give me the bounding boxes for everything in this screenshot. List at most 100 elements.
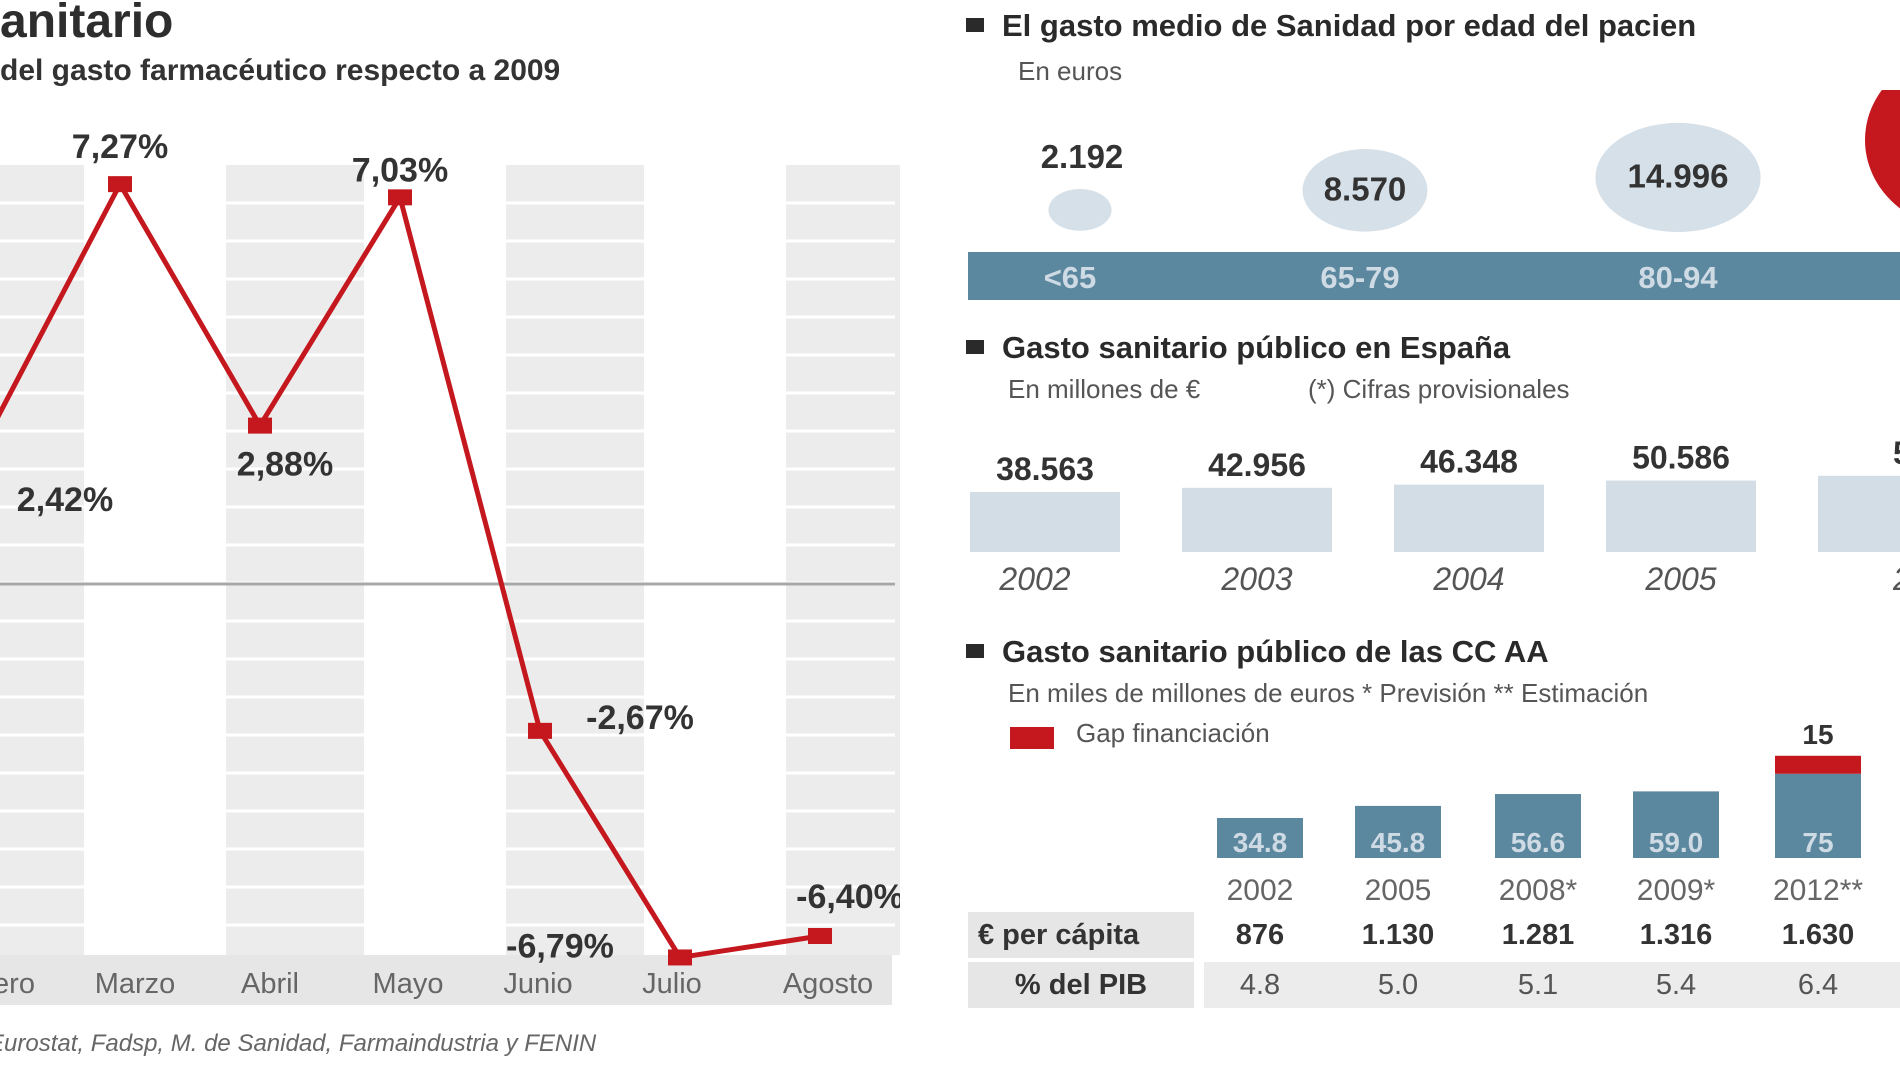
spain-bar bbox=[1394, 484, 1544, 552]
row-label: % del PIB bbox=[968, 962, 1194, 1008]
ccaa-subtitle: En miles de millones de euros * Previsió… bbox=[1008, 678, 1649, 708]
data-point bbox=[528, 722, 552, 739]
category-label: Julio bbox=[642, 968, 702, 1000]
table-cell: 5.4 bbox=[1655, 969, 1697, 1001]
series-line bbox=[0, 181, 821, 960]
bubble-partial bbox=[1865, 90, 1900, 209]
spain-subtitle: En millones de € bbox=[1008, 374, 1201, 404]
category-label: ero bbox=[0, 968, 35, 1000]
section-bullet bbox=[966, 643, 984, 658]
column-band bbox=[226, 165, 364, 955]
ccaa-value-label: 34.8 bbox=[1233, 827, 1288, 858]
age-subtitle: En euros bbox=[1018, 56, 1123, 86]
age-title-text: El gasto medio de Sanidad por edad del p… bbox=[1002, 8, 1697, 43]
category-label: Junio bbox=[503, 968, 572, 1000]
left-subtitle: del gasto farmacéutico respecto a 2009 bbox=[0, 54, 561, 87]
row-band bbox=[1204, 912, 1900, 958]
left-title: anitario bbox=[0, 0, 174, 48]
spain-bar bbox=[1818, 475, 1900, 552]
ccaa-year-label: 2002 bbox=[1227, 874, 1294, 907]
column-band bbox=[786, 165, 900, 955]
bar-value-label: 50.586 bbox=[1632, 440, 1730, 476]
left-source: Eurostat, Fadsp, M. de Sanidad, Farmaind… bbox=[0, 1030, 597, 1057]
ccaa-table: € per cápita 876 1.130 1.281 1.316 1.630 % del… bbox=[968, 912, 1900, 1012]
table-cell: 1.130 bbox=[1361, 919, 1435, 951]
bar-value-label: 46.348 bbox=[1420, 444, 1518, 480]
spain-bar-chart: 38.563200242.956200346.348200450.5862005… bbox=[970, 435, 1900, 597]
data-point bbox=[108, 176, 132, 193]
bar-value-label: 55.6 bbox=[1893, 435, 1900, 471]
data-point bbox=[388, 189, 412, 206]
section-bullet bbox=[966, 17, 984, 32]
data-label: -6,40% bbox=[796, 878, 900, 916]
table-cell: 1.281 bbox=[1501, 919, 1575, 951]
category-label: Mayo bbox=[373, 968, 444, 1000]
ccaa-title: Gasto sanitario público de las CC AA bbox=[966, 634, 1549, 670]
table-row: € per cápita 876 1.130 1.281 1.316 1.630 bbox=[968, 912, 1900, 958]
gap-value-label: 15 bbox=[1802, 720, 1833, 750]
table-cell: 876 bbox=[1235, 919, 1285, 951]
bubble bbox=[1302, 149, 1428, 232]
row-label: € per cápita bbox=[968, 912, 1194, 958]
bubble-value-label: 2.192 bbox=[1041, 138, 1124, 175]
category-label: Marzo bbox=[95, 968, 176, 1000]
data-label: 7,27% bbox=[72, 128, 168, 166]
year-label: 200 bbox=[1892, 561, 1900, 597]
data-point bbox=[808, 928, 832, 944]
data-label: -2,67% bbox=[586, 699, 694, 737]
spain-bar bbox=[1182, 487, 1332, 552]
data-label: 2,42% bbox=[17, 481, 113, 519]
ccaa-year-label: 2012** bbox=[1773, 874, 1863, 907]
spain-bar bbox=[1606, 480, 1756, 552]
ccaa-bar bbox=[1495, 794, 1581, 858]
data-label: 7,03% bbox=[352, 151, 448, 189]
bubble bbox=[1048, 189, 1112, 231]
ccaa-value-label: 59.0 bbox=[1649, 827, 1704, 858]
table-cell: 4.8 bbox=[1239, 969, 1281, 1001]
age-group-label: 65-79 bbox=[1320, 260, 1399, 295]
table-cell: 1.316 bbox=[1639, 919, 1713, 951]
spain-bar bbox=[970, 492, 1120, 552]
table-row: % del PIB 4.8 5.0 5.1 5.4 6.4 bbox=[968, 962, 1900, 1008]
spain-title: Gasto sanitario público en España bbox=[966, 330, 1510, 366]
spain-note: (*) Cifras provisionales bbox=[1308, 374, 1570, 404]
spain-title-text: Gasto sanitario público en España bbox=[1002, 330, 1511, 365]
year-label: 2002 bbox=[998, 561, 1070, 597]
table-cell: 1.630 bbox=[1781, 919, 1855, 951]
year-label: 2005 bbox=[1644, 561, 1716, 597]
column-band bbox=[0, 165, 84, 955]
section-bullet bbox=[966, 339, 984, 354]
ccaa-value-label: 56.6 bbox=[1511, 827, 1566, 858]
ccaa-title-text: Gasto sanitario público de las CC AA bbox=[1002, 634, 1549, 669]
data-point bbox=[248, 417, 272, 434]
row-band bbox=[1204, 962, 1900, 1008]
column-band bbox=[506, 165, 644, 955]
year-label: 2004 bbox=[1432, 561, 1504, 597]
table-cell: 6.4 bbox=[1797, 969, 1839, 1001]
age-title: El gasto medio de Sanidad por edad del p… bbox=[966, 8, 1696, 44]
ccaa-year-label: 2008* bbox=[1499, 874, 1578, 907]
ccaa-stacked-bar-chart: 34.8 2002 45.8 2005 56.6 2008* 59.0 2009* 15 75 20… bbox=[1217, 720, 1863, 907]
data-label: -6,79% bbox=[506, 927, 614, 965]
gap-legend-label: Gap financiación bbox=[1076, 718, 1270, 748]
age-group-label: 80-94 bbox=[1638, 260, 1718, 295]
category-label: Agosto bbox=[783, 968, 873, 1000]
age-bubble-chart: 2.192 8.570 14.996 <65 65-79 80-94 bbox=[968, 90, 1900, 300]
gap-swatch bbox=[1010, 726, 1054, 749]
category-label: Abril bbox=[241, 968, 299, 1000]
year-label: 2003 bbox=[1220, 561, 1292, 597]
category-axis-band bbox=[0, 955, 892, 1005]
ccaa-value-label: 45.8 bbox=[1371, 827, 1426, 858]
bar-value-label: 38.563 bbox=[996, 451, 1094, 487]
bubble bbox=[1595, 122, 1761, 233]
table-cell: 5.0 bbox=[1377, 969, 1419, 1001]
data-label: 2,88% bbox=[237, 446, 333, 484]
ccaa-bar bbox=[1633, 791, 1719, 858]
bar-value-label: 42.956 bbox=[1208, 447, 1306, 483]
ccaa-gap-bar bbox=[1775, 755, 1861, 774]
ccaa-legend: Gap financiación bbox=[1010, 718, 1270, 749]
table-cell: 5.1 bbox=[1517, 969, 1559, 1001]
ccaa-bar bbox=[1217, 818, 1303, 858]
ccaa-year-label: 2005 bbox=[1365, 874, 1432, 907]
ccaa-bar bbox=[1355, 805, 1441, 858]
